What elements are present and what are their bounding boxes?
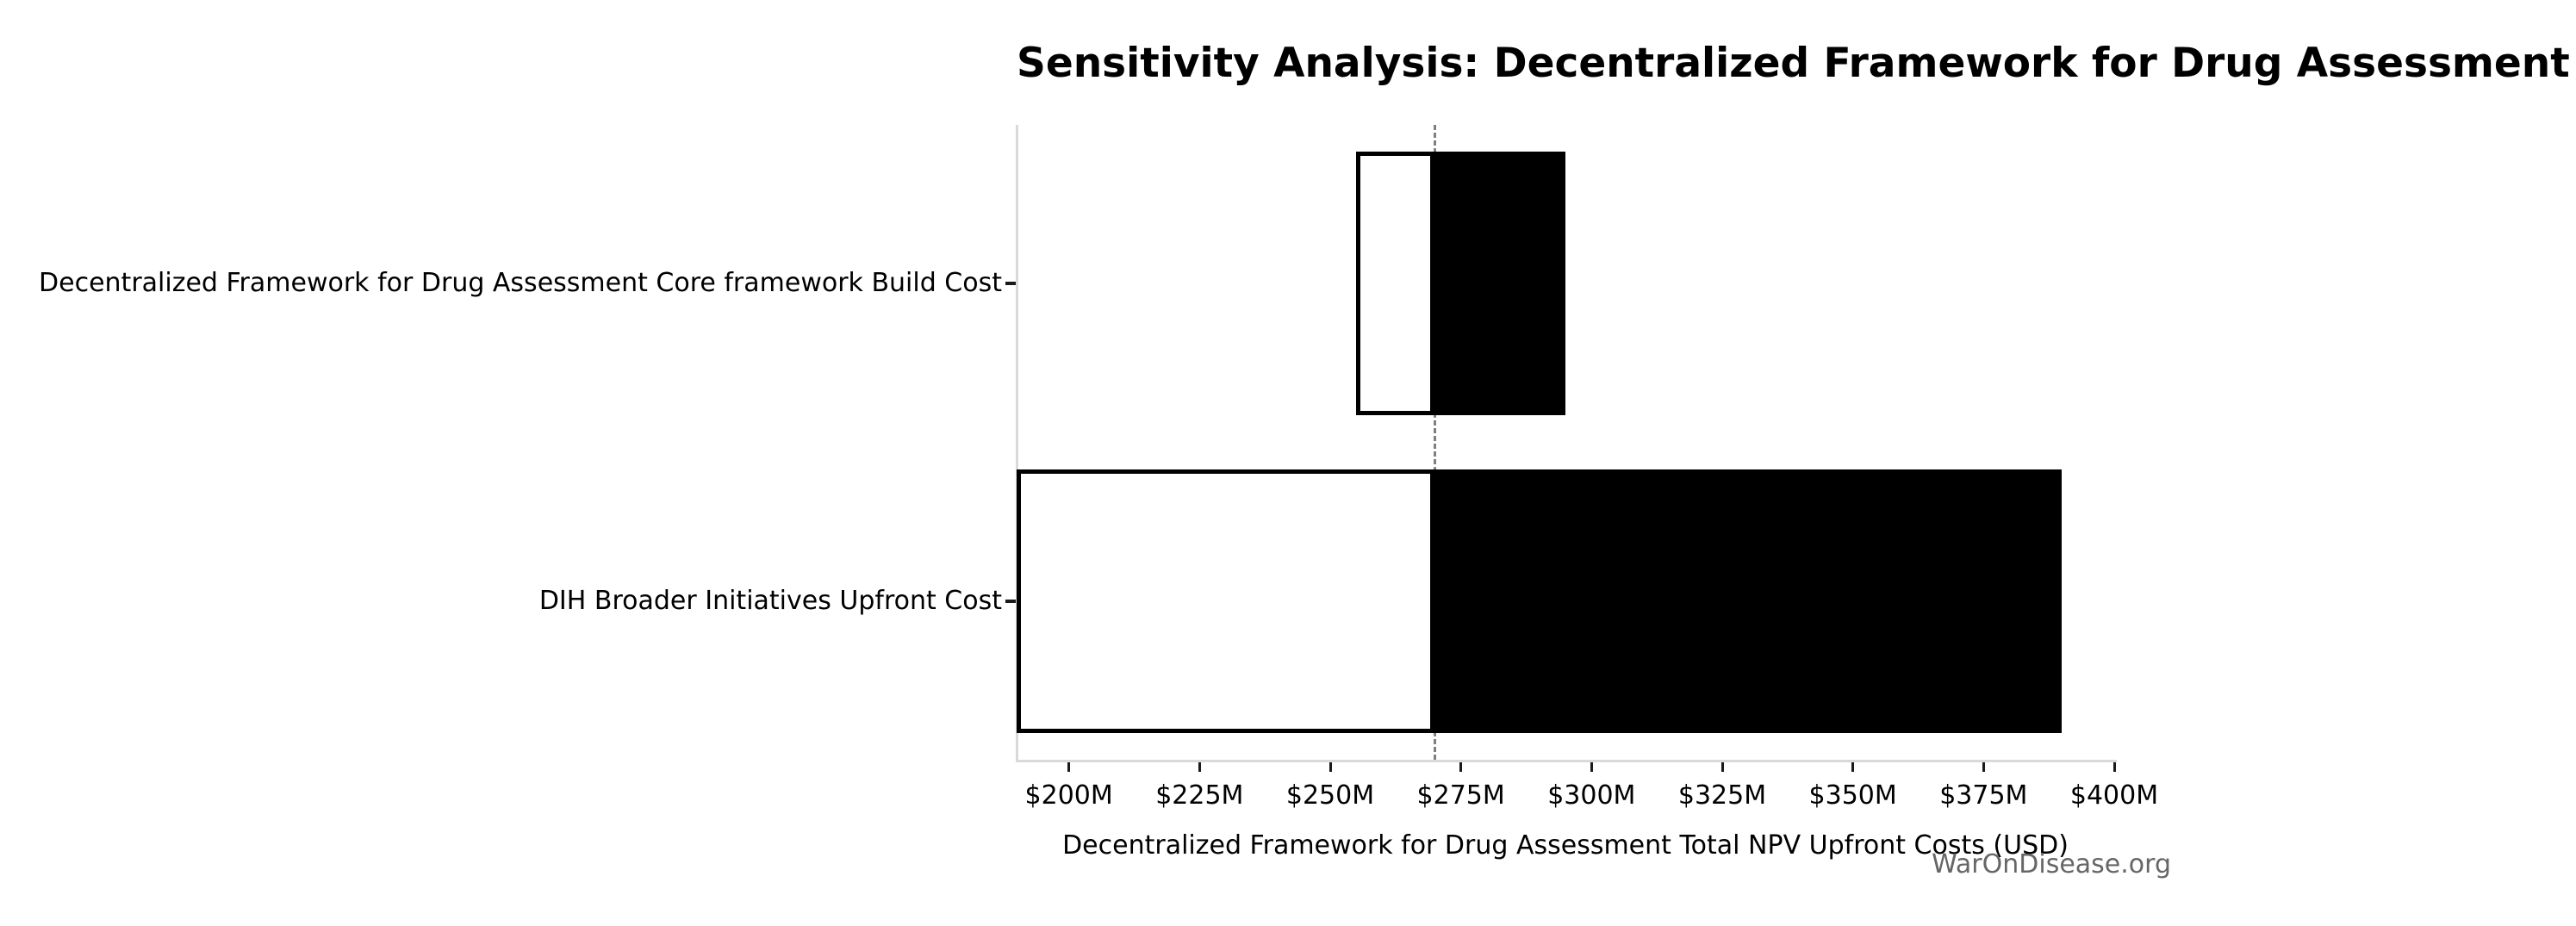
- x-tick-mark: [1067, 762, 1071, 772]
- x-tick-label: $300M: [1547, 780, 1636, 811]
- x-tick-mark: [1851, 762, 1855, 772]
- x-tick-label: $200M: [1024, 780, 1113, 811]
- y-tick-label: Decentralized Framework for Drug Assessm…: [39, 268, 1002, 299]
- x-tick-mark: [1459, 762, 1463, 772]
- x-tick-mark: [1198, 762, 1201, 772]
- x-axis-spine: [1016, 760, 2117, 762]
- y-tick-label: DIH Broader Initiatives Upfront Cost: [538, 585, 1002, 616]
- y-axis-spine: [1016, 125, 1018, 762]
- x-tick-mark: [1328, 762, 1332, 772]
- x-tick-mark: [1590, 762, 1593, 772]
- x-axis-label: Decentralized Framework for Drug Assessm…: [1062, 830, 2069, 861]
- x-tick-label: $275M: [1416, 780, 1505, 811]
- x-tick-label: $325M: [1677, 780, 1767, 811]
- bar-segment-high: [1434, 152, 1565, 415]
- x-tick-mark: [2112, 762, 2116, 772]
- x-tick-label: $375M: [1939, 780, 2028, 811]
- x-tick-label: $225M: [1155, 780, 1244, 811]
- x-tick-label: $400M: [2069, 780, 2159, 811]
- bar-segment-low: [1356, 152, 1435, 415]
- x-tick-label: $350M: [1808, 780, 1897, 811]
- x-tick-label: $250M: [1285, 780, 1375, 811]
- bar-segment-low: [1017, 469, 1435, 733]
- x-tick-mark: [1982, 762, 1985, 772]
- y-tick-mark: [1005, 282, 1016, 286]
- bar-segment-high: [1434, 469, 2063, 733]
- baseline-dashed-line: [1433, 125, 1436, 760]
- plot-area: [1017, 125, 2114, 760]
- y-tick-mark: [1005, 599, 1016, 603]
- chart-title: Sensitivity Analysis: Decentralized Fram…: [1017, 40, 2576, 87]
- watermark: WarOnDisease.org: [1932, 849, 2171, 879]
- x-tick-mark: [1720, 762, 1724, 772]
